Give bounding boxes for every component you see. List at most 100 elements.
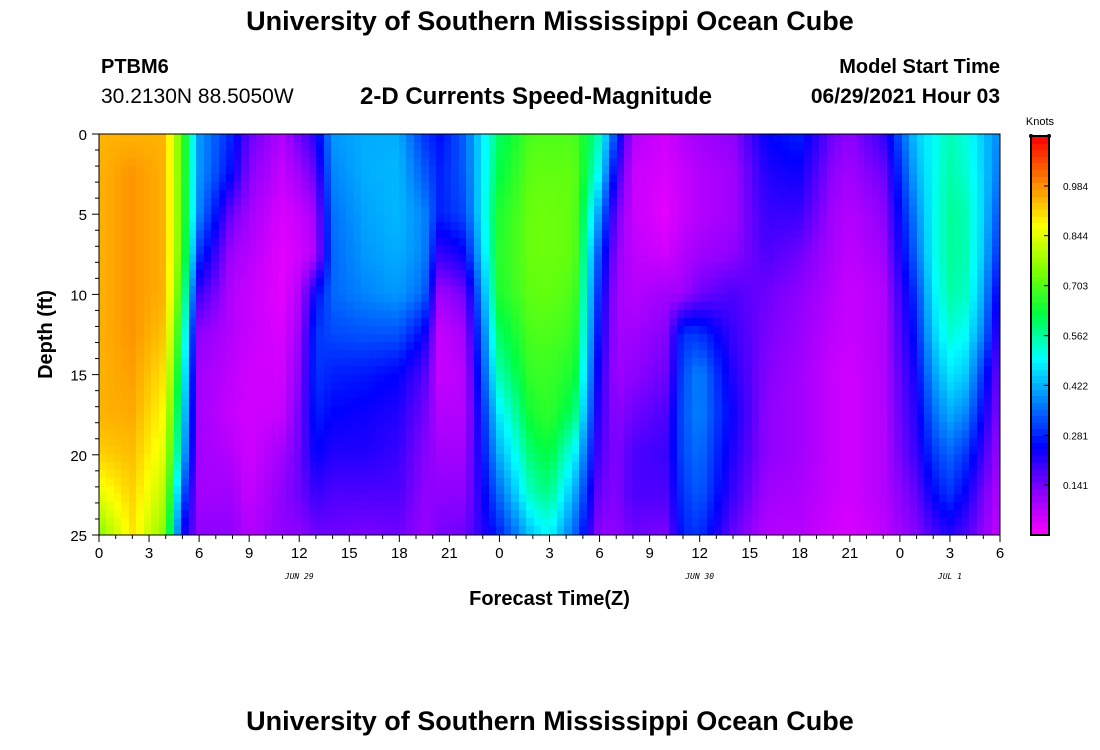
heatmap-cell (692, 422, 701, 432)
heatmap-cell (692, 486, 701, 496)
heatmap-cell (181, 366, 191, 376)
heatmap-cell (819, 310, 829, 320)
heatmap-cell (624, 470, 634, 480)
heatmap-cell (189, 214, 198, 224)
heatmap-cell (639, 414, 649, 424)
heatmap-cell (587, 366, 596, 376)
heatmap-cell (474, 462, 483, 472)
heatmap-cell (136, 214, 146, 224)
heatmap-cell (174, 494, 183, 504)
heatmap-cell (639, 222, 649, 232)
heatmap-cell (316, 486, 326, 496)
heatmap-cell (346, 326, 356, 336)
heatmap-cell (211, 430, 221, 440)
heatmap-cell (421, 222, 431, 232)
heatmap-cell (797, 462, 806, 472)
heatmap-cell (632, 390, 641, 400)
heatmap-cell (369, 350, 378, 360)
heatmap-cell (722, 206, 731, 216)
heatmap-cell (489, 494, 498, 504)
heatmap-cell (294, 398, 303, 408)
heatmap-cell (226, 366, 236, 376)
heatmap-cell (309, 366, 318, 376)
heatmap-cell (602, 470, 611, 480)
heatmap-cell (444, 294, 453, 304)
heatmap-cell (204, 510, 213, 520)
heatmap-cell (692, 262, 701, 272)
heatmap-cell (136, 526, 146, 536)
heatmap-cell (677, 326, 686, 336)
heatmap-cell (106, 494, 116, 504)
heatmap-cell (744, 350, 754, 360)
heatmap-cell (632, 478, 641, 488)
heatmap-cell (211, 182, 221, 192)
heatmap-cell (722, 254, 731, 264)
heatmap-cell (144, 246, 153, 256)
heatmap-cell (752, 398, 761, 408)
heatmap-cell (399, 358, 408, 368)
heatmap-cell (699, 278, 709, 288)
heatmap-cell (376, 142, 386, 152)
heatmap-cell (564, 222, 574, 232)
heatmap-cell (572, 150, 581, 160)
heatmap-cell (647, 350, 656, 360)
heatmap-cell (624, 222, 634, 232)
heatmap-cell (211, 494, 221, 504)
heatmap-cell (369, 446, 378, 456)
heatmap-cell (421, 166, 431, 176)
heatmap-cell (189, 406, 198, 416)
heatmap-cell (406, 510, 416, 520)
heatmap-cell (639, 246, 649, 256)
heatmap-cell (707, 406, 716, 416)
heatmap-cell (759, 190, 769, 200)
heatmap-cell (617, 166, 626, 176)
heatmap-cell (429, 142, 438, 152)
heatmap-cell (234, 374, 243, 384)
heatmap-cell (159, 318, 168, 328)
heatmap-cell (782, 502, 791, 512)
heatmap-cell (436, 462, 446, 472)
heatmap-cell (767, 302, 776, 312)
heatmap-cell (331, 406, 341, 416)
heatmap-cell (557, 174, 566, 184)
heatmap-cell (662, 398, 671, 408)
heatmap-cell (572, 462, 581, 472)
heatmap-cell (129, 230, 138, 240)
heatmap-cell (159, 206, 168, 216)
heatmap-cell (511, 214, 521, 224)
heatmap-cell (429, 310, 438, 320)
heatmap-cell (632, 374, 641, 384)
heatmap-cell (534, 446, 543, 456)
heatmap-cell (151, 422, 161, 432)
heatmap-cell (617, 174, 626, 184)
heatmap-cell (804, 230, 814, 240)
heatmap-cell (189, 358, 198, 368)
heatmap-cell (414, 422, 423, 432)
heatmap-cell (256, 278, 266, 288)
heatmap-cell (819, 254, 829, 264)
heatmap-cell (361, 246, 371, 256)
heatmap-cell (256, 518, 266, 528)
heatmap-cell (196, 214, 206, 224)
heatmap-cell (339, 446, 348, 456)
heatmap-cell (587, 198, 596, 208)
heatmap-cell (226, 438, 236, 448)
heatmap-cell (707, 478, 716, 488)
heatmap-cell (279, 182, 288, 192)
heatmap-cell (774, 454, 784, 464)
heatmap-cell (346, 366, 356, 376)
heatmap-cell (789, 350, 799, 360)
heatmap-cell (234, 262, 243, 272)
heatmap-cell (106, 174, 116, 184)
heatmap-cell (602, 422, 611, 432)
heatmap-cell (519, 166, 528, 176)
heatmap-cell (842, 358, 851, 368)
heatmap-cell (211, 262, 221, 272)
heatmap-cell (234, 270, 243, 280)
heatmap-cell (737, 366, 746, 376)
heatmap-cell (572, 454, 581, 464)
heatmap-cell (541, 526, 551, 536)
heatmap-cell (339, 294, 348, 304)
heatmap-cell (557, 254, 566, 264)
heatmap-cell (647, 246, 656, 256)
